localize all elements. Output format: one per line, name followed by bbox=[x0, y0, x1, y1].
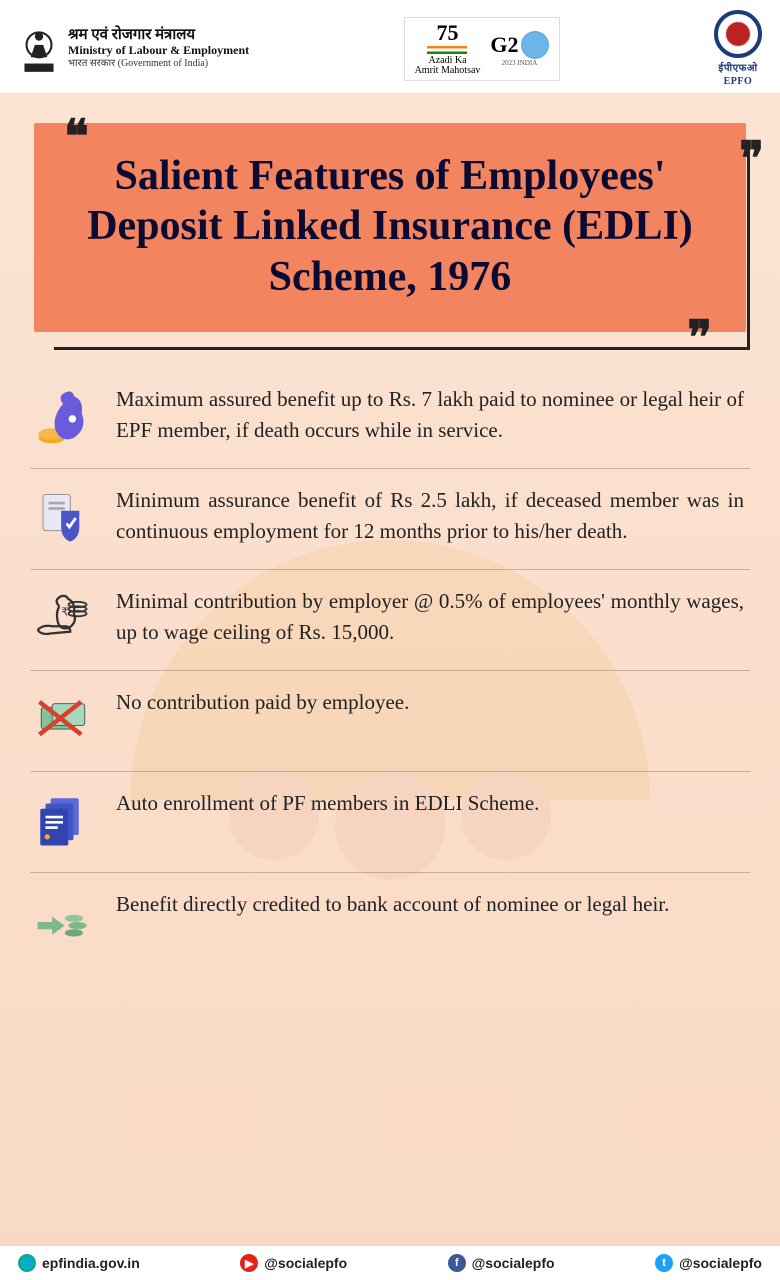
feature-item: Maximum assured benefit up to Rs. 7 lakh… bbox=[30, 368, 750, 469]
twitter-icon: t bbox=[655, 1254, 673, 1272]
center-logos: 75 Azadi Ka Amrit Mahotsav G2 2023 INDIA bbox=[404, 17, 560, 81]
footer-facebook-text: @socialepfo bbox=[472, 1255, 555, 1271]
akam-number: 75 bbox=[415, 22, 481, 44]
feature-item: Benefit directly credited to bank accoun… bbox=[30, 873, 750, 973]
no-pay-icon bbox=[30, 687, 96, 753]
footer-bar: 🌐 epfindia.gov.in ▶ @socialepfo f @socia… bbox=[0, 1246, 780, 1280]
footer-youtube-text: @socialepfo bbox=[264, 1255, 347, 1271]
globe-icon: 🌐 bbox=[18, 1254, 36, 1272]
hand-coins-icon: ₹ bbox=[30, 586, 96, 652]
feature-item: Auto enrollment of PF members in EDLI Sc… bbox=[30, 772, 750, 873]
footer-twitter-text: @socialepfo bbox=[679, 1255, 762, 1271]
footer-website[interactable]: 🌐 epfindia.gov.in bbox=[18, 1254, 140, 1272]
footer-facebook[interactable]: f @socialepfo bbox=[448, 1254, 555, 1272]
india-flag-icon bbox=[427, 46, 467, 54]
ministry-text: श्रम एवं रोजगार मंत्रालय Ministry of Lab… bbox=[68, 27, 249, 70]
epfo-block: ईपीएफओ EPFO bbox=[714, 10, 762, 87]
feature-item: Minimum assurance benefit of Rs 2.5 lakh… bbox=[30, 469, 750, 570]
quote-mark-icon: ❞ bbox=[687, 310, 706, 364]
footer-website-text: epfindia.gov.in bbox=[42, 1255, 140, 1271]
g20-logo: G2 2023 INDIA bbox=[490, 31, 548, 67]
ministry-gov: भारत सरकार (Government of India) bbox=[68, 58, 249, 70]
feature-text: Auto enrollment of PF members in EDLI Sc… bbox=[116, 788, 744, 818]
akam-line2: Amrit Mahotsav bbox=[415, 66, 481, 76]
shield-doc-icon bbox=[30, 485, 96, 551]
epfo-logo-icon bbox=[714, 10, 762, 58]
g20-subtext: 2023 INDIA bbox=[490, 59, 548, 67]
g20-text: G2 bbox=[490, 32, 518, 58]
feature-text: Minimal contribution by employer @ 0.5% … bbox=[116, 586, 744, 647]
documents-icon bbox=[30, 788, 96, 854]
epfo-hindi: ईपीएफओ bbox=[714, 60, 762, 74]
ministry-english: Ministry of Labour & Employment bbox=[68, 44, 249, 58]
svg-text:₹: ₹ bbox=[61, 607, 68, 619]
epfo-label: EPFO bbox=[714, 76, 762, 87]
quote-mark-icon: ❝ bbox=[64, 109, 83, 163]
title-block: ❝ Salient Features of Employees' Deposit… bbox=[34, 123, 746, 332]
youtube-icon: ▶ bbox=[240, 1254, 258, 1272]
quote-mark-icon: ❞ bbox=[739, 131, 758, 185]
akam-line1: Azadi Ka bbox=[415, 56, 481, 66]
ministry-hindi: श्रम एवं रोजगार मंत्रालय bbox=[68, 27, 249, 44]
feature-item: No contribution paid by employee. bbox=[30, 671, 750, 772]
globe-icon bbox=[521, 31, 549, 59]
feature-text: Minimum assurance benefit of Rs 2.5 lakh… bbox=[116, 485, 744, 546]
ministry-block: श्रम एवं रोजगार मंत्रालय Ministry of Lab… bbox=[18, 22, 249, 76]
features-list: Maximum assured benefit up to Rs. 7 lakh… bbox=[30, 368, 750, 973]
title-card: Salient Features of Employees' Deposit L… bbox=[34, 123, 746, 332]
money-bag-icon bbox=[30, 384, 96, 450]
page-title: Salient Features of Employees' Deposit L… bbox=[62, 151, 718, 302]
feature-item: ₹ Minimal contribution by employer @ 0.5… bbox=[30, 570, 750, 671]
feature-text: Maximum assured benefit up to Rs. 7 lakh… bbox=[116, 384, 744, 445]
feature-text: Benefit directly credited to bank accoun… bbox=[116, 889, 744, 919]
footer-youtube[interactable]: ▶ @socialepfo bbox=[240, 1254, 347, 1272]
footer-twitter[interactable]: t @socialepfo bbox=[655, 1254, 762, 1272]
bank-credit-icon bbox=[30, 889, 96, 955]
facebook-icon: f bbox=[448, 1254, 466, 1272]
header-bar: श्रम एवं रोजगार मंत्रालय Ministry of Lab… bbox=[0, 0, 780, 93]
akam-logo: 75 Azadi Ka Amrit Mahotsav bbox=[415, 22, 481, 76]
feature-text: No contribution paid by employee. bbox=[116, 687, 744, 717]
india-emblem-icon bbox=[18, 22, 60, 76]
